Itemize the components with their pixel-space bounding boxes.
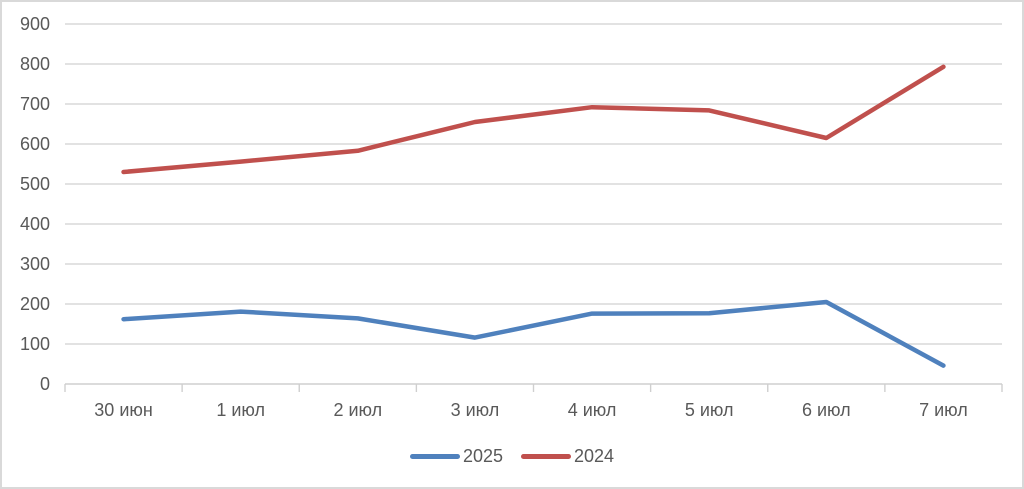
y-axis-tick-label: 700 — [19, 94, 50, 114]
x-axis — [64, 383, 1003, 392]
x-axis-tick-label: 30 июн — [94, 400, 153, 420]
legend-item-2025: 2025 — [409, 446, 503, 466]
series-line-2024 — [121, 64, 946, 175]
legend-label: 2025 — [462, 446, 503, 466]
legend-item-2024: 2024 — [521, 446, 614, 466]
series-lines — [121, 64, 946, 368]
y-axis-tick-label: 300 — [19, 254, 50, 274]
x-axis-tick-label: 3 июл — [450, 400, 500, 420]
y-axis-tick-label: 600 — [19, 134, 50, 154]
x-axis-tick-label: 5 июл — [684, 400, 734, 420]
legend-line-swatch — [521, 453, 571, 459]
y-axis-tick-label: 400 — [19, 214, 50, 234]
y-axis-tick-label: 100 — [19, 334, 50, 354]
y-axis-tick-label: 800 — [19, 54, 50, 74]
x-axis-tick-label: 1 июл — [216, 400, 266, 420]
y-axis-tick-label: 500 — [19, 174, 50, 194]
legend-label: 2024 — [574, 446, 615, 466]
y-axis-tick-label: 900 — [19, 14, 50, 34]
x-axis-tick-label: 2 июл — [333, 400, 383, 420]
x-axis-tick-label: 4 июл — [567, 400, 617, 420]
y-axis-tick-label: 200 — [19, 294, 50, 314]
legend: 2025 2024 — [2, 446, 1022, 466]
x-axis-tick-label: 6 июл — [801, 400, 851, 420]
series-line-2025 — [121, 299, 946, 368]
gridlines — [65, 23, 1002, 345]
x-axis-tick-label: 7 июл — [919, 400, 968, 420]
y-axis-tick-label: 0 — [39, 374, 50, 394]
legend-line-swatch — [409, 453, 460, 459]
